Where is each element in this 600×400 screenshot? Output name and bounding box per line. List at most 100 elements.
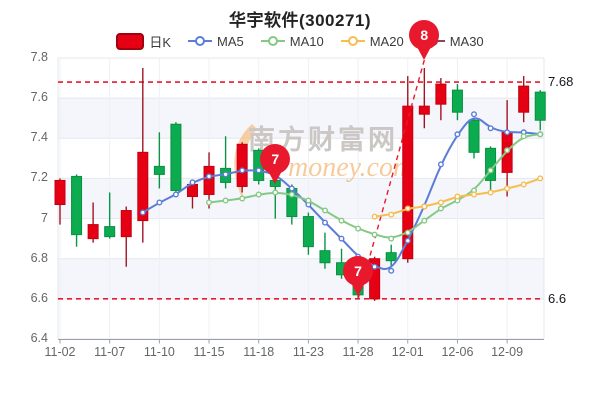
candle (71, 174, 83, 247)
x-axis-label: 12-01 (391, 345, 424, 359)
candle-body (170, 123, 182, 191)
plot-band (58, 258, 544, 299)
y-axis-label: 7.2 (30, 170, 48, 185)
ma20-point (487, 189, 494, 196)
line-swatch-icon (188, 36, 213, 46)
ma5-point (338, 235, 345, 242)
price-marker-balloon: 7 (260, 144, 291, 185)
candle-body (153, 165, 165, 175)
ma5-point (371, 263, 378, 270)
price-marker-balloon: 7 (343, 255, 374, 296)
y-axis-label: 7.6 (30, 90, 48, 105)
candles-series (54, 68, 546, 301)
ma5-point (189, 179, 196, 186)
candle (319, 232, 331, 269)
candle (385, 244, 397, 267)
candle (302, 212, 314, 255)
legend-item-日k[interactable]: 日K (116, 32, 171, 51)
ma20-point (471, 191, 478, 198)
legend-item-label: MA5 (217, 33, 244, 49)
ref-label-lower: 6.6 (548, 290, 567, 306)
candle-swatch-icon (116, 32, 145, 50)
ma10-point (239, 195, 246, 202)
line-swatch-icon (260, 36, 285, 46)
candle (418, 68, 430, 129)
balloon-number: 7 (354, 262, 362, 279)
candle (137, 68, 149, 243)
ma20-line (371, 175, 544, 220)
candle-body (104, 226, 116, 238)
ma5-point (288, 185, 295, 192)
legend-item-ma10[interactable]: MA10 (260, 33, 324, 49)
candle-body (137, 151, 149, 222)
ma5-point (504, 129, 511, 136)
balloon-number: 7 (271, 151, 280, 168)
x-axis-label: 12-09 (491, 345, 524, 359)
ma10-line (205, 131, 544, 242)
candle (534, 90, 546, 131)
ma5-point (487, 125, 494, 132)
candle-body (319, 250, 331, 264)
watermark-en: money.com (288, 152, 413, 183)
ma10-point (222, 197, 229, 204)
ma5-point (239, 167, 246, 174)
x-axis-label: 11-28 (342, 345, 374, 359)
x-axis-label: 11-02 (44, 345, 76, 359)
x-axis-label: 12-06 (441, 345, 474, 359)
candle-body (468, 119, 480, 153)
ma5-point (322, 219, 329, 226)
candle (87, 202, 99, 243)
candle (518, 76, 530, 123)
price-marker-balloon: 8 (409, 20, 440, 60)
ma10-point (371, 231, 378, 238)
x-axis-label: 11-18 (243, 345, 275, 359)
x-axis-label: 11-23 (292, 345, 324, 359)
candle-body (534, 91, 546, 121)
x-axis-label: 11-07 (94, 345, 126, 359)
candle (170, 122, 182, 195)
candle-body (120, 210, 132, 238)
legend-item-ma5[interactable]: MA5 (188, 34, 244, 49)
candle (120, 206, 132, 267)
ma5-point (139, 209, 146, 216)
x-axis-label: 11-15 (193, 345, 225, 359)
candle (468, 118, 480, 159)
ma10-point (437, 205, 444, 212)
ma5-point (404, 237, 411, 244)
ma5-point (437, 161, 444, 168)
candle-body (71, 175, 83, 236)
candle-body (54, 179, 66, 206)
ma5-point (454, 131, 461, 138)
swatch-ring (195, 36, 206, 46)
candle-body (302, 216, 314, 248)
candle (451, 84, 463, 121)
candle-body (402, 105, 414, 260)
ma20-point (437, 199, 444, 206)
ma5-point (156, 199, 163, 206)
ma5-point (205, 173, 212, 180)
ma10-point (305, 197, 312, 204)
ma20-point (504, 185, 511, 192)
y-axis-label: 7 (41, 210, 48, 225)
ma20-point (421, 203, 428, 210)
candle (236, 142, 248, 193)
swatch-ring (347, 36, 358, 46)
ma10-point (338, 217, 345, 224)
candle (54, 178, 66, 225)
ma10-point (537, 131, 544, 138)
ma10-point (205, 199, 212, 206)
ma5-point (172, 191, 179, 198)
ma10-point (404, 229, 411, 236)
candle-body (451, 89, 463, 113)
candle-body (435, 83, 447, 105)
ma20-point (537, 175, 544, 182)
balloon-number: 8 (420, 27, 429, 43)
ma10-point (272, 189, 279, 196)
x-axis-label: 11-10 (143, 345, 175, 359)
swatch-ring (267, 36, 278, 46)
legend-item-label: MA10 (289, 33, 324, 49)
legend-item-ma20[interactable]: MA20 (340, 34, 404, 49)
legend: 日K MA5 MA10 MA20 MA30 (0, 30, 600, 52)
